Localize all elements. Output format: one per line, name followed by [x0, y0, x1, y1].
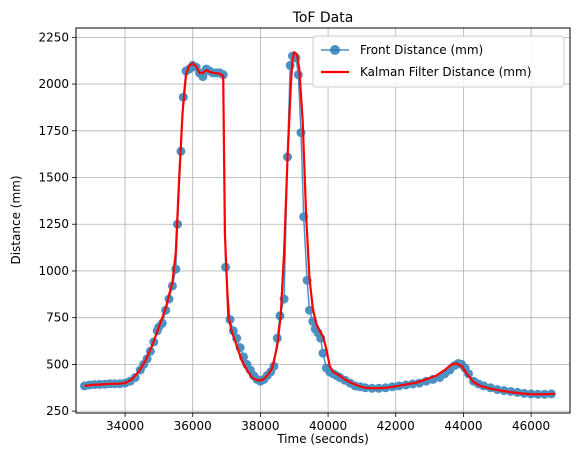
x-axis-label: Time (seconds): [276, 432, 369, 446]
front-distance-point: [293, 70, 303, 80]
y-tick-label: 750: [46, 311, 69, 325]
y-tick-label: 1500: [38, 171, 69, 185]
y-tick-label: 1000: [38, 264, 69, 278]
y-tick-label: 1750: [38, 124, 69, 138]
x-tick-label: 38000: [241, 419, 279, 433]
legend-label-front: Front Distance (mm): [360, 43, 483, 57]
x-tick-label: 40000: [309, 419, 347, 433]
y-tick-label: 250: [46, 404, 69, 418]
x-tick-label: 46000: [512, 419, 550, 433]
plot-frame: [75, 27, 571, 414]
legend-label-kalman: Kalman Filter Distance (mm): [360, 65, 531, 79]
y-tick-label: 500: [46, 357, 69, 371]
y-axis-ticks: 250 500 750 1000 1250 1500 1750 2000 2250: [38, 30, 76, 418]
x-axis-ticks: 34000 36000 38000 40000 42000 44000 46000: [106, 413, 550, 433]
x-tick-label: 34000: [106, 419, 144, 433]
y-axis-label: Distance (mm): [9, 175, 23, 264]
x-tick-label: 44000: [444, 419, 482, 433]
x-tick-label: 36000: [174, 419, 212, 433]
y-tick-label: 2250: [38, 30, 69, 44]
y-tick-label: 2000: [38, 77, 69, 91]
chart-title: ToF Data: [292, 10, 354, 26]
legend-box: [312, 35, 565, 88]
series-layer: [80, 51, 556, 399]
kalman-filter-line: [84, 51, 555, 396]
front-distance-point: [318, 348, 328, 358]
y-tick-label: 1250: [38, 217, 69, 231]
x-tick-label: 42000: [377, 419, 415, 433]
legend: Front Distance (mm) Kalman Filter Distan…: [312, 35, 565, 88]
legend-swatch-front-marker: [330, 45, 340, 55]
front-distance-point: [198, 72, 208, 82]
